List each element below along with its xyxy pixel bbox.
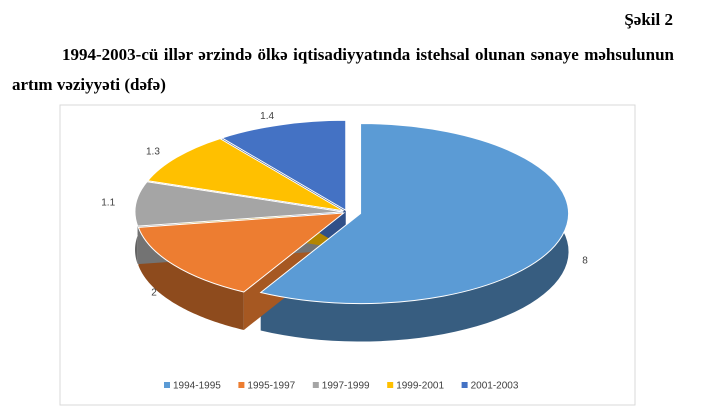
legend-label: 1994-1995: [173, 381, 221, 392]
figure-label: Şəkil 2: [624, 10, 673, 29]
slice: [137, 212, 346, 293]
slice: [220, 119, 347, 212]
data-label: 8: [582, 256, 588, 267]
slice: [134, 181, 344, 227]
legend-marker: [387, 382, 394, 388]
legend-marker: [238, 382, 245, 388]
legend-label: 1997-1999: [322, 381, 370, 392]
legend-label: 1995-1997: [247, 381, 295, 392]
legend-marker: [461, 382, 468, 388]
data-label: 1.4: [260, 111, 274, 122]
data-label: 2: [151, 288, 157, 299]
legend-marker: [164, 382, 170, 388]
data-label: 1.3: [146, 147, 160, 158]
caption: 1994-2003-cü illər ərzində ölkə iqtisadi…: [12, 45, 674, 94]
legend-label: 1999-2001: [396, 381, 444, 392]
legend-marker: [312, 382, 319, 388]
legend-label: 2001-2003: [471, 381, 519, 392]
slice-side: [138, 227, 244, 330]
chart-border: [59, 104, 636, 406]
slice: [146, 138, 345, 212]
slice: [259, 123, 570, 305]
data-label: 1.1: [101, 197, 115, 208]
